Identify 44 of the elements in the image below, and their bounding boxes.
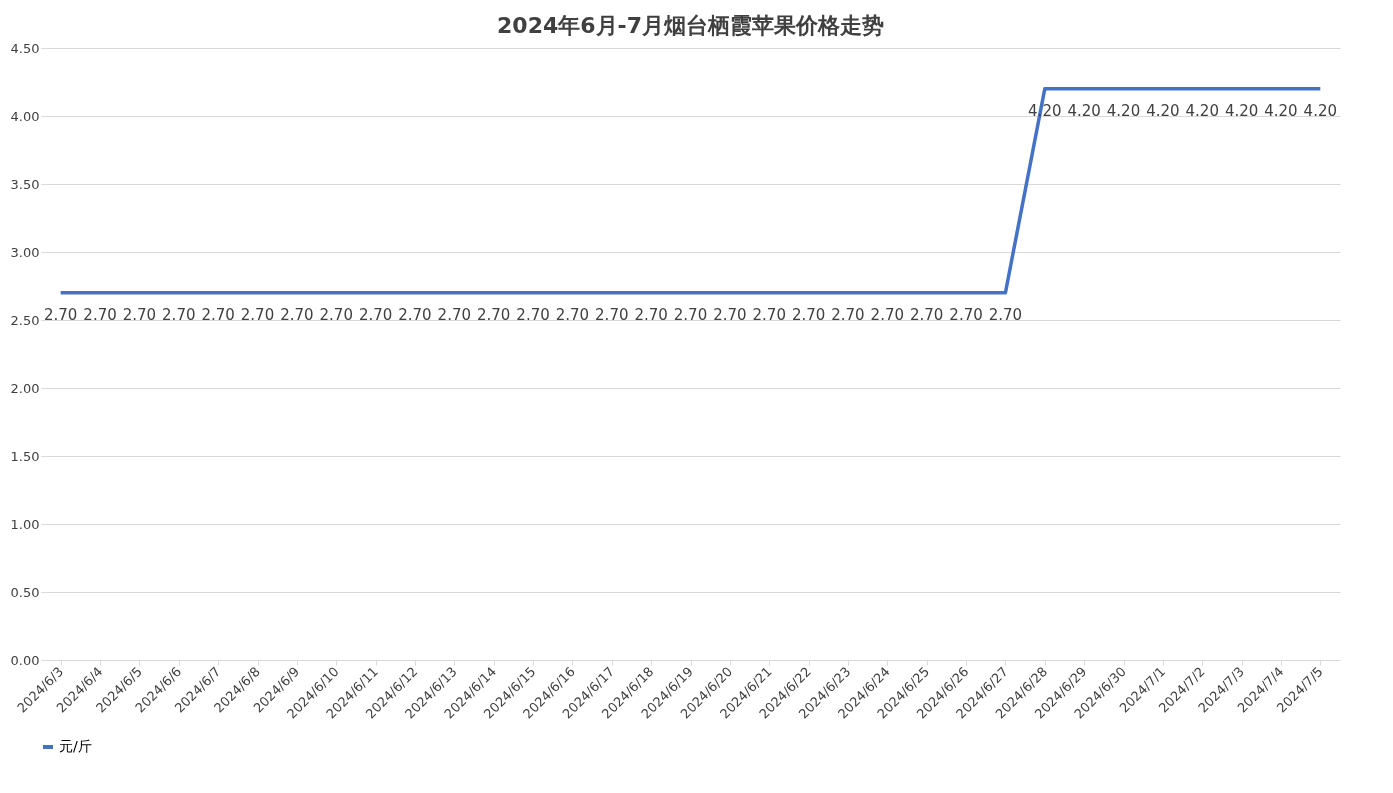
- chart-title: 2024年6月-7月烟台栖霞苹果价格走势: [497, 13, 884, 38]
- y-tick-label: 4.00: [10, 108, 40, 124]
- data-label: 2.70: [516, 305, 550, 324]
- data-label: 2.70: [713, 305, 747, 324]
- data-label: 4.20: [1146, 101, 1180, 120]
- data-label: 2.70: [595, 305, 629, 324]
- y-tick-label: 1.00: [10, 516, 40, 532]
- data-label: 2.70: [476, 305, 511, 324]
- data-label: 2.70: [358, 305, 393, 324]
- data-label: 2.70: [398, 305, 432, 324]
- data-label: 2.70: [122, 305, 157, 324]
- data-label: 2.70: [162, 305, 196, 324]
- data-label: 2.70: [634, 305, 668, 324]
- data-label: 2.70: [949, 305, 983, 324]
- data-label: 4.20: [1264, 101, 1298, 120]
- y-tick-label: 2.00: [10, 380, 40, 396]
- data-label: 2.70: [280, 305, 314, 324]
- data-label: 2.70: [831, 305, 865, 324]
- data-label: 2.70: [791, 305, 826, 324]
- y-tick-label: 0.50: [10, 584, 40, 600]
- data-label: 2.70: [673, 305, 708, 324]
- legend-label: 元/斤: [59, 738, 92, 754]
- data-label: 2.70: [83, 305, 117, 324]
- y-tick-label: 2.50: [10, 312, 40, 328]
- data-label: 2.70: [319, 305, 353, 324]
- data-label: 4.20: [1185, 101, 1219, 120]
- data-label: 2.70: [240, 305, 275, 324]
- data-label: 2.70: [201, 305, 235, 324]
- y-tick-label: 4.50: [10, 40, 40, 56]
- data-label: 2.70: [909, 305, 944, 324]
- data-label: 2.70: [752, 305, 786, 324]
- data-label: 4.20: [1224, 101, 1259, 120]
- y-tick-label: 3.50: [10, 176, 40, 192]
- y-tick-label: 3.00: [10, 244, 40, 260]
- data-label: 2.70: [870, 305, 905, 324]
- data-label: 4.20: [1067, 101, 1101, 120]
- data-label: 2.70: [437, 305, 472, 324]
- data-label: 2.70: [555, 305, 590, 324]
- data-label: 4.20: [1303, 101, 1338, 120]
- data-label: 2.70: [43, 305, 78, 324]
- data-label: 4.20: [1106, 101, 1141, 120]
- y-tick-label: 0.00: [10, 652, 40, 668]
- y-tick-label: 1.50: [10, 448, 40, 464]
- data-label: 2.70: [988, 305, 1023, 324]
